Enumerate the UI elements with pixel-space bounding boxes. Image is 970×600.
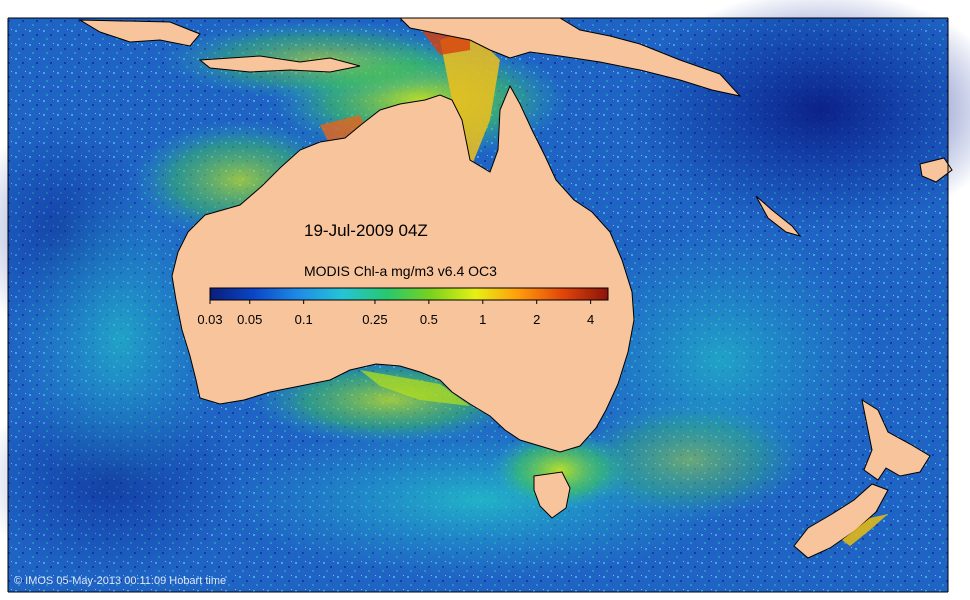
colorbar-tick-label: 0.1 [294, 312, 313, 327]
landmass-lesser-sunda-islands [198, 55, 361, 73]
landmass-tasmania [533, 471, 571, 519]
landmass-new-zealand-north [861, 398, 931, 481]
colorbar [209, 287, 609, 304]
landmass-new-guinea [398, 17, 742, 97]
copyright-credit: © IMOS 05-May-2013 00:11:09 Hobart time [14, 575, 227, 587]
colorbar-tick-label: 2 [533, 312, 541, 327]
landmass-new-zealand-south [793, 483, 889, 559]
frame-ticks [7, 17, 949, 593]
coastal-band-south [360, 370, 470, 406]
colorbar-tick-label: 1 [479, 312, 487, 327]
colorbar-gradient [209, 287, 609, 301]
teal-water-west [10, 180, 230, 500]
colorbar-tick-label: 0.5 [419, 312, 438, 327]
colorbar-tick-label: 0.05 [237, 312, 263, 327]
colorbar-tick-label: 0.03 [197, 312, 223, 327]
bloom-tasman [570, 400, 810, 520]
map-title: 19-Jul-2009 04Z [304, 221, 428, 240]
colorbar-tick-label: 0.25 [362, 312, 388, 327]
deep-water-north-east [630, 0, 970, 230]
landmass-australia [171, 84, 635, 453]
landmass-fiji [919, 157, 953, 183]
coastal-high-chl-gulf [440, 30, 500, 170]
landmass-new-caledonia [755, 195, 802, 237]
landmass-indonesia [78, 19, 201, 47]
colorbar-tick-label: 4 [587, 312, 595, 327]
colorbar-title: MODIS Chl-a mg/m3 v6.4 OC3 [304, 263, 497, 279]
coastal-band-nz [842, 514, 888, 546]
